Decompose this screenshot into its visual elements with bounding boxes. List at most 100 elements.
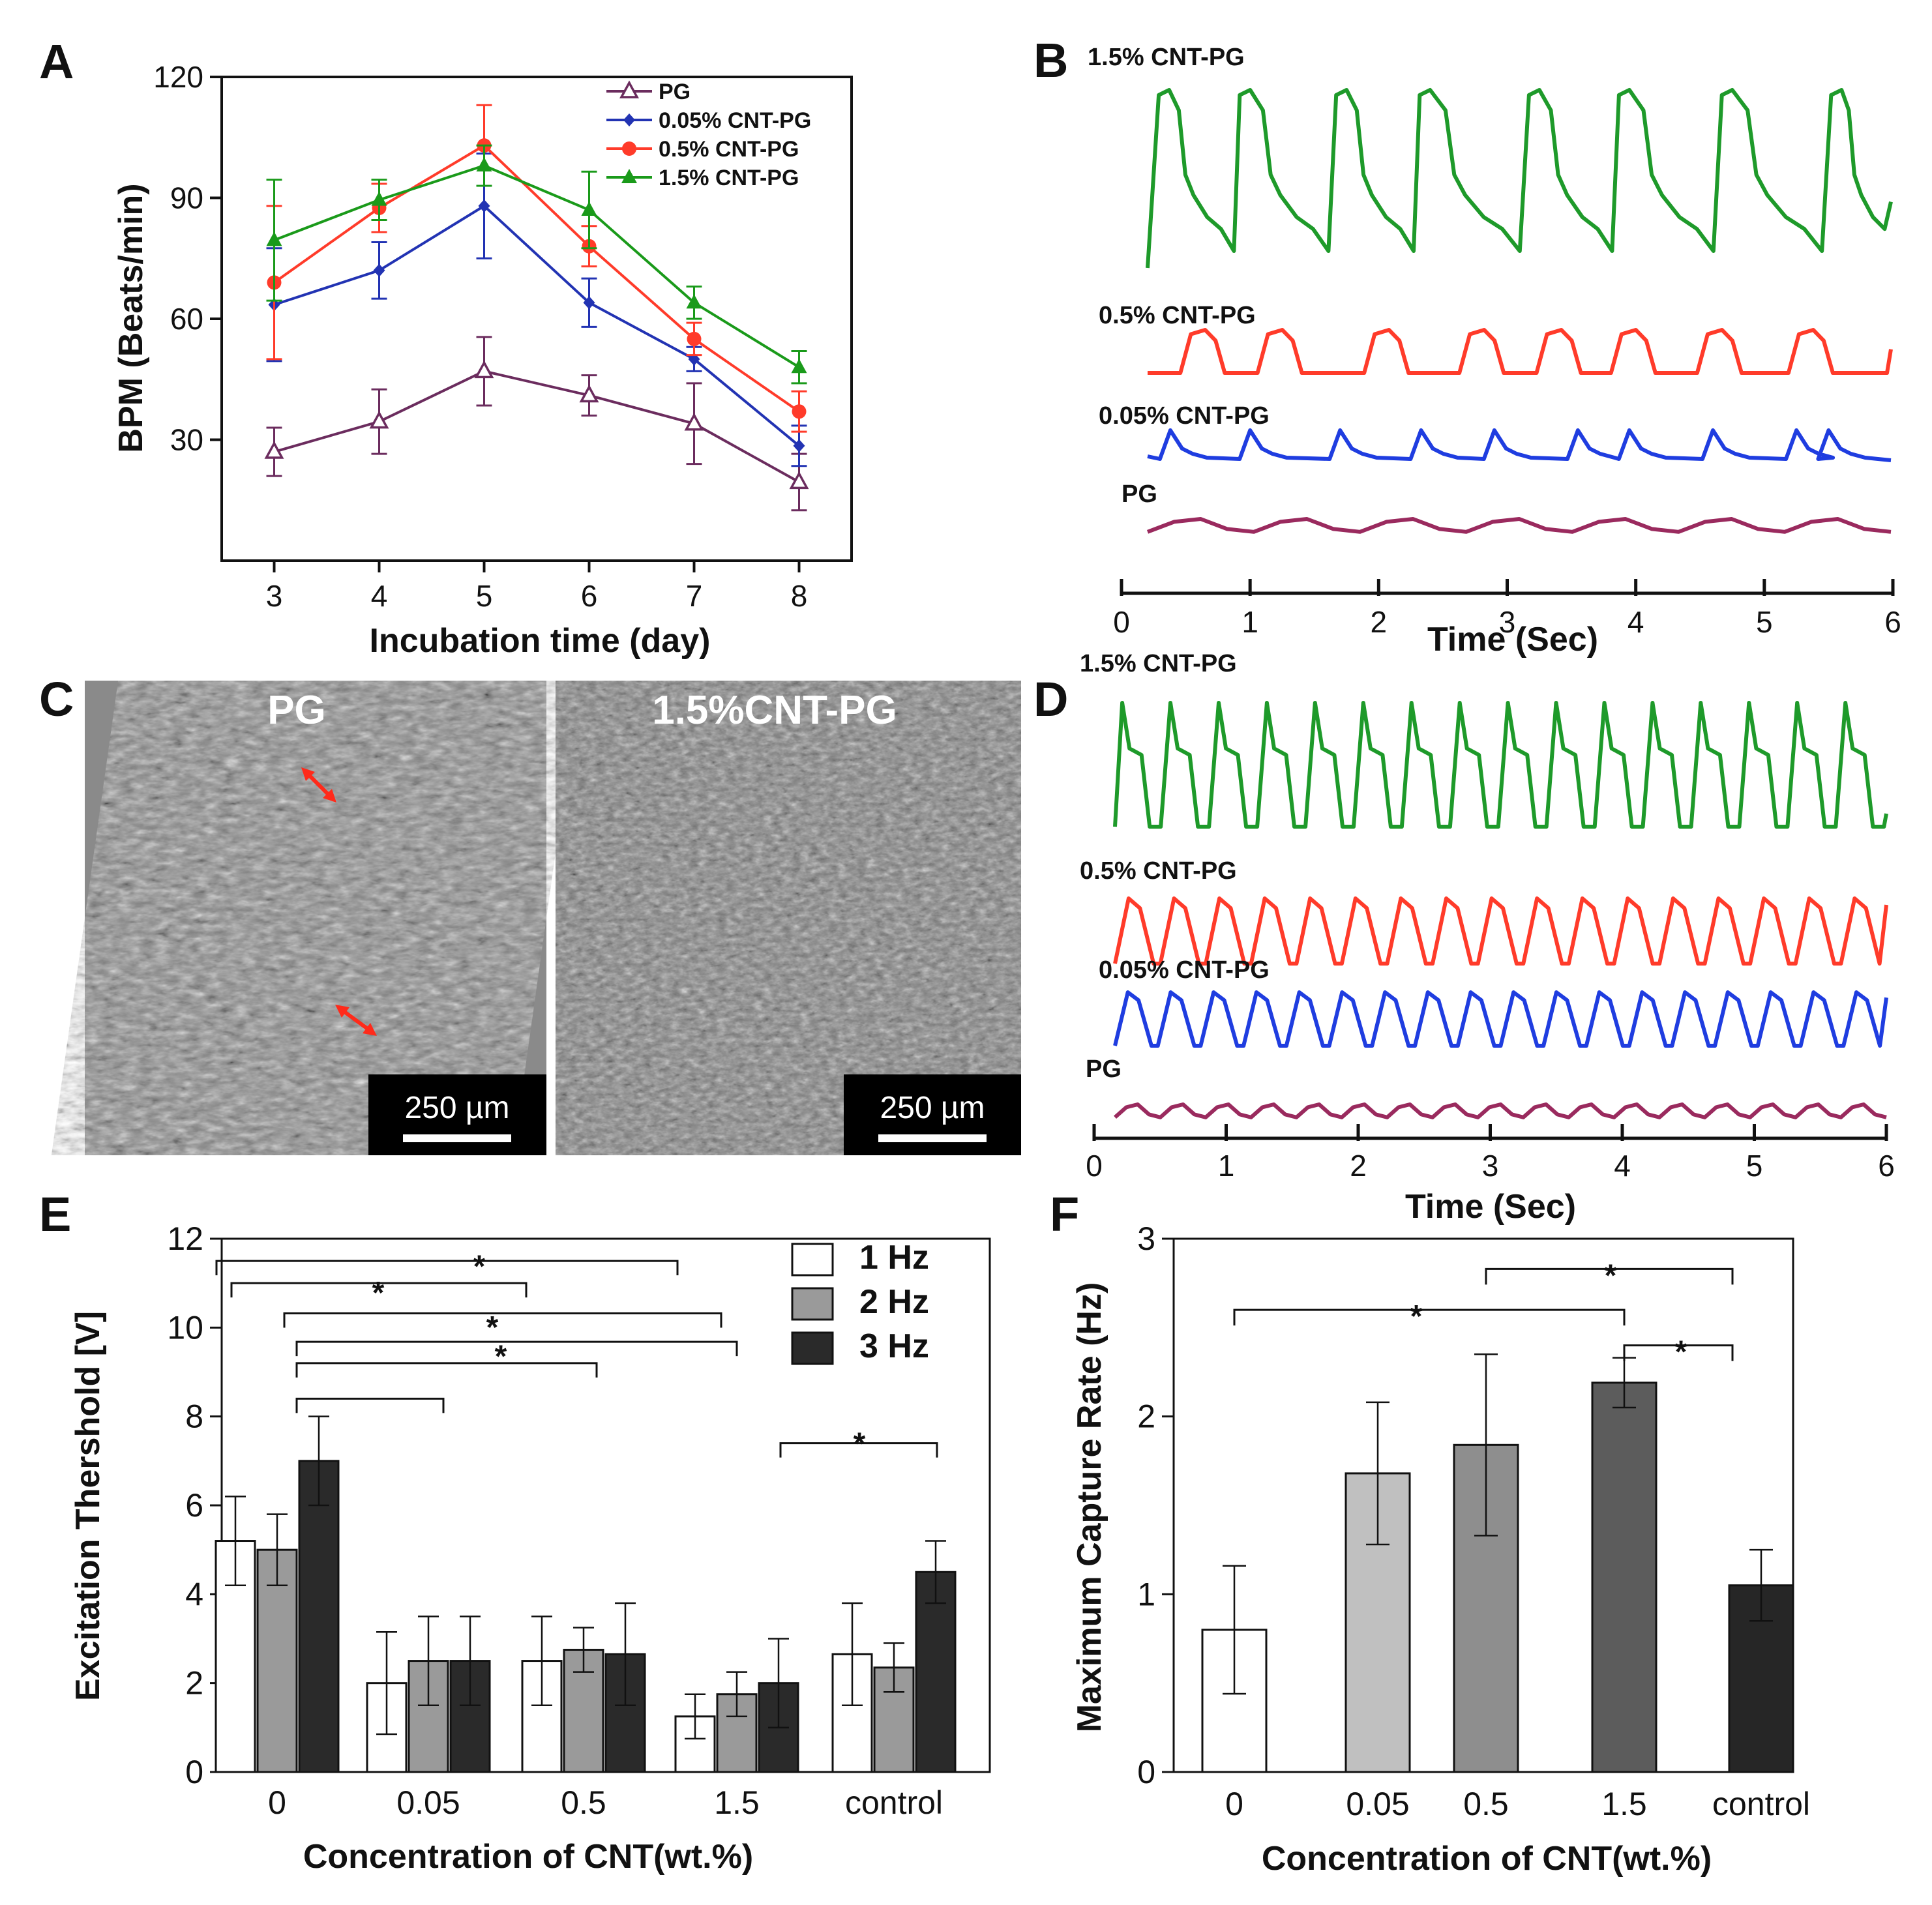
panel-letter-b: B — [1033, 33, 1068, 87]
significance-bracket — [1233, 1308, 1626, 1326]
x-tick-label-a: 3 — [266, 579, 283, 613]
x-tick-label-a: 8 — [791, 579, 808, 613]
trace-line — [1113, 701, 1888, 829]
series-pg — [264, 336, 809, 512]
legend-swatch — [791, 1331, 834, 1365]
significance-star: * — [1605, 1258, 1617, 1293]
y-tick-label-f: 3 — [1137, 1220, 1155, 1257]
series-a — [264, 104, 809, 512]
y-tick-label-f: 2 — [1137, 1398, 1155, 1435]
x-axis-title-a: Incubation time (day) — [370, 622, 711, 660]
y-axis-title-a: BPM (Beats/min) — [112, 183, 150, 452]
x-tick-label-f: 1.5 — [1601, 1786, 1647, 1822]
significance-bracket — [1485, 1267, 1734, 1285]
significance-star: * — [473, 1250, 486, 1284]
x-tick-label-a: 7 — [686, 579, 703, 613]
scale-bar — [403, 1134, 511, 1142]
micrograph-cnt-pg: 1.5%CNT-PG 250 µm — [556, 681, 1021, 1155]
y-tick-label-a: 30 — [170, 423, 203, 457]
significance-bracket — [295, 1362, 598, 1378]
bar — [1591, 1381, 1657, 1773]
series-line — [273, 143, 800, 413]
x-tick-label-d: 6 — [1878, 1149, 1895, 1183]
significance-bracket — [283, 1312, 722, 1328]
significance-bracket — [1623, 1344, 1734, 1361]
legend-swatch — [791, 1287, 834, 1321]
x-tick-label-e: 0.05 — [396, 1784, 460, 1821]
x-tick-label-d: 5 — [1746, 1149, 1763, 1183]
panel-letter-e: E — [39, 1187, 71, 1241]
y-tick-label-a: 120 — [153, 60, 203, 94]
bars-f: 0 0.05 0.5 1.5 control — [1201, 1353, 1810, 1822]
trace-label: 1.5% CNT-PG — [1080, 650, 1237, 677]
x-tick-label-b: 2 — [1371, 605, 1388, 639]
trace-label: PG — [1086, 1056, 1122, 1083]
significance-star: * — [486, 1310, 499, 1345]
x-axis-title-e: Concentration of CNT(wt.%) — [303, 1838, 753, 1876]
y-axis-f: 0 1 2 3 — [1137, 1220, 1174, 1790]
trace-line — [1148, 328, 1893, 375]
x-tick-label-b: 0 — [1113, 605, 1130, 639]
marker-diamond — [793, 439, 805, 452]
x-tick-label-d: 0 — [1086, 1149, 1103, 1183]
y-tick-label-e: 2 — [185, 1665, 203, 1702]
panel-d: D 1.5% CNT-PG 0.5% CNT-PG 0.05% CNT-PG PG 0… — [1033, 650, 1895, 1226]
time-axis-d: 0 1 2 3 4 5 6 — [1086, 1124, 1895, 1183]
series-0-05-cnt-pg — [266, 152, 807, 467]
legend-label: 0.05% CNT-PG — [659, 108, 811, 133]
x-tick-label-d: 2 — [1350, 1149, 1367, 1183]
trace-label: 0.5% CNT-PG — [1080, 857, 1237, 885]
legend-swatch — [791, 1243, 834, 1277]
x-axis-a: 3 4 5 6 7 8 — [266, 561, 808, 613]
trace-line — [1114, 1102, 1887, 1119]
marker-triangle — [581, 201, 597, 216]
y-tick-label-e: 10 — [167, 1309, 203, 1346]
y-tick-label-f: 1 — [1137, 1576, 1155, 1612]
x-tick-label-e: 1.5 — [714, 1784, 760, 1821]
significance-f: * * * — [1233, 1258, 1734, 1370]
trace-line — [1113, 896, 1888, 966]
micrograph-title-cnt-pg: 1.5%CNT-PG — [652, 688, 897, 733]
x-tick-label-f: 0.05 — [1346, 1786, 1409, 1822]
series-line — [273, 370, 800, 484]
x-tick-label-a: 4 — [371, 579, 388, 613]
x-tick-label-f: 0 — [1225, 1786, 1243, 1822]
bars-e: 0 0.05 0.5 1.5 control — [215, 1415, 957, 1821]
marker-triangle — [266, 231, 282, 246]
x-axis-title-d: Time (Sec) — [1405, 1188, 1576, 1226]
marker-open-triangle — [369, 411, 389, 429]
scale-bar-label: 250 µm — [404, 1091, 509, 1125]
traces-d: 1.5% CNT-PG 0.5% CNT-PG 0.05% CNT-PG PG — [1080, 650, 1888, 1119]
red-arrow — [301, 767, 336, 803]
y-tick-label-a: 60 — [170, 302, 203, 336]
marker-triangle — [621, 169, 637, 183]
legend-e: 1 Hz 2 Hz 3 Hz — [791, 1239, 929, 1365]
trace-line — [1113, 990, 1888, 1048]
marker-circle — [792, 404, 807, 419]
panel-letter-d: D — [1033, 672, 1068, 726]
significance-bracket — [230, 1282, 528, 1298]
significance-e: ***** — [215, 1250, 938, 1462]
scale-bar — [878, 1134, 987, 1142]
trace-label: 0.05% CNT-PG — [1099, 402, 1270, 430]
micrograph-title-pg: PG — [267, 688, 326, 733]
x-axis-title-b: Time (Sec) — [1427, 621, 1598, 658]
trace-line — [1146, 517, 1892, 534]
bar — [256, 1548, 298, 1773]
marker-circle — [687, 331, 702, 346]
y-tick-label-e: 0 — [185, 1754, 203, 1790]
significance-star: * — [854, 1427, 866, 1462]
panel-a: A 30 60 90 120 3 4 5 6 7 8 PG 0.05% CNT-PG 0.5% CN… — [39, 35, 853, 660]
y-axis-title-e: Excitation Thershold [V] — [69, 1311, 107, 1701]
legend-label: 2 Hz — [859, 1283, 929, 1321]
trace-line — [1146, 88, 1893, 269]
x-tick-label-b: 6 — [1884, 605, 1901, 639]
red-arrow — [335, 1005, 377, 1036]
x-tick-label-b: 4 — [1627, 605, 1644, 639]
x-tick-label-f: control — [1712, 1786, 1810, 1822]
traces-b: 1.5% CNT-PG 0.5% CNT-PG 0.05% CNT-PG PG — [1088, 44, 1893, 534]
trace-label: PG — [1122, 480, 1157, 508]
legend-label: 1.5% CNT-PG — [659, 166, 799, 190]
x-tick-label-d: 3 — [1482, 1149, 1499, 1183]
